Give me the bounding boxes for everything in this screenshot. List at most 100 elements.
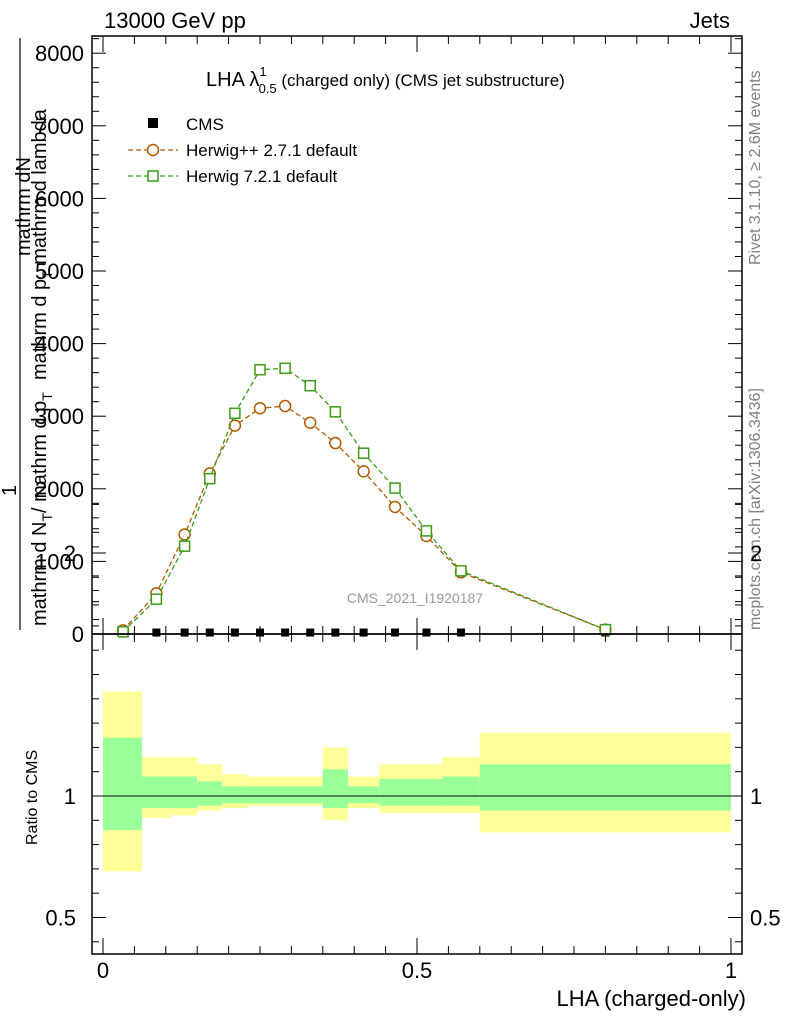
mcplots-label: mcplots.cern.ch [arXiv:1306.3436] <box>747 388 764 630</box>
main-axis-ticks: 0 1000 2000 3000 4000 5000 6000 7000 8000 <box>35 36 742 647</box>
header-left: 13000 GeV pp <box>104 8 246 33</box>
ratio-plot-panel: 0.5 0.5 1 1 2 2 Ratio to CMS <box>24 503 781 955</box>
main-y-tick-label: 0 <box>72 622 84 647</box>
ylabel-denominator: mathrm d NT/ mathrm d pT <box>29 392 55 626</box>
data-point-herwig7 <box>279 362 291 375</box>
main-series-group <box>116 362 612 638</box>
ratio-band-inner <box>103 737 142 831</box>
header-right: Jets <box>690 8 730 33</box>
data-point-herwig7 <box>229 407 241 420</box>
data-point-herwig7 <box>329 406 342 418</box>
data-point-cms <box>306 628 315 637</box>
ratio-y-axis-label: Ratio to CMS <box>24 750 41 845</box>
data-point-herwigpp <box>178 528 191 541</box>
data-point-herwig7 <box>117 626 129 638</box>
watermark: CMS_2021_I1920187 <box>347 590 483 606</box>
x-tick-labels: 0 0.5 1 <box>97 958 737 983</box>
legend-label-herwigpp: Herwig++ 2.7.1 default <box>186 141 357 160</box>
data-point-herwig7 <box>420 525 433 537</box>
ylabel-one: 1 <box>0 485 21 496</box>
x-tick-label: 0.5 <box>402 958 433 983</box>
ylabel-num2-text: mathrm d p <box>29 279 51 380</box>
legend-item-cms: CMS <box>148 115 224 134</box>
x-axis-label: LHA (charged-only) <box>556 986 746 1011</box>
ratio-y-tick-label-left: 2 <box>64 541 76 566</box>
ratio-band-inner <box>322 769 348 809</box>
ratio-band-inner <box>347 786 380 804</box>
x-tick-label: 0 <box>97 958 109 983</box>
data-point-herwig7 <box>304 379 316 392</box>
legend-marker-cms <box>148 118 158 128</box>
plot-title-prefix: LHA λ <box>206 69 259 91</box>
ratio-band-inner <box>197 781 223 806</box>
legend-label-cms: CMS <box>186 115 224 134</box>
ratio-band-inner <box>172 776 198 809</box>
data-point-cms <box>230 628 239 637</box>
data-point-cms <box>152 628 161 637</box>
data-point-herwigpp <box>329 436 342 450</box>
legend-item-herwig7: Herwig 7.2.1 default <box>128 167 337 186</box>
series-line-open-square <box>122 367 606 633</box>
ratio-bands-group <box>103 691 731 872</box>
ratio-band-inner <box>141 776 173 809</box>
data-point-herwigpp <box>228 419 242 432</box>
data-point-herwig7 <box>599 623 612 636</box>
main-y-axis-label: mathrm dN mathrm d pT mathrm d lambda 1 … <box>0 38 55 630</box>
ylabel-den2-sub: T <box>39 392 55 401</box>
plot-title-sub: 0.5 <box>259 81 277 96</box>
ylabel-num2-sub: T <box>39 270 55 279</box>
ylabel-num3-text: mathrm d lambda <box>29 108 51 270</box>
data-point-cms <box>391 628 400 637</box>
data-point-herwigpp <box>388 500 402 514</box>
ratio-y-tick-label-left: 0.5 <box>45 906 76 931</box>
plot-title-suffix: (charged only) (CMS jet substructure) <box>277 71 565 90</box>
ratio-band-inner <box>222 786 248 804</box>
main-y-tick-label: 4000 <box>35 332 84 357</box>
data-point-herwig7 <box>150 593 163 605</box>
legend-marker-herwigpp <box>146 143 160 157</box>
data-point-herwigpp <box>253 401 267 415</box>
data-point-cms <box>422 628 431 637</box>
ratio-y-tick-label-right: 0.5 <box>750 906 781 931</box>
ratio-band-inner <box>379 778 443 806</box>
x-tick-label: 1 <box>725 958 737 983</box>
data-point-cms <box>256 628 264 637</box>
legend-label-herwig7: Herwig 7.2.1 default <box>186 167 337 186</box>
data-point-herwigpp <box>278 399 292 413</box>
data-point-cms <box>456 628 465 637</box>
main-y-tick-label: 8000 <box>35 41 84 66</box>
rivet-label: Rivet 3.1.10, ≥ 2.6M events <box>747 70 764 265</box>
ratio-band-inner <box>247 786 323 804</box>
data-point-herwig7 <box>389 482 401 494</box>
main-y-tick-label: 7000 <box>35 114 84 139</box>
ylabel-den1-text: mathrm d N <box>29 522 51 626</box>
main-y-tick-label: 3000 <box>35 404 84 429</box>
ratio-axis-ticks: 0.5 0.5 1 1 2 2 <box>45 503 781 954</box>
legend: CMS Herwig++ 2.7.1 default Herwig 7.2.1 … <box>128 115 357 186</box>
data-point-herwig7 <box>204 472 216 485</box>
data-point-herwig7 <box>455 565 467 577</box>
plot-title-sup: 1 <box>259 64 266 79</box>
ylabel-den2-text: / mathrm d p <box>29 401 51 513</box>
data-point-herwig7 <box>178 540 191 552</box>
ratio-band-inner <box>442 776 480 806</box>
legend-marker-herwig7 <box>147 170 159 182</box>
main-y-tick-label: 1000 <box>35 549 84 574</box>
data-point-herwigpp <box>303 416 317 429</box>
data-point-herwig7 <box>254 363 266 376</box>
main-y-tick-label: 2000 <box>35 477 84 502</box>
data-point-herwig7 <box>357 447 370 459</box>
ratio-y-tick-label-right: 2 <box>750 541 762 566</box>
data-point-herwigpp <box>357 465 370 478</box>
main-y-tick-label: 5000 <box>35 259 84 284</box>
ratio-y-tick-label-left: 1 <box>64 784 76 809</box>
ylabel-numerator-2: mathrm d pT mathrm d lambda <box>29 108 55 380</box>
data-point-cms <box>281 628 290 637</box>
ratio-plot-frame <box>91 633 743 955</box>
ylabel-numerator-1: mathrm dN <box>13 157 35 256</box>
data-point-cms <box>331 628 340 637</box>
data-point-cms <box>180 628 189 637</box>
data-point-cms <box>359 628 368 637</box>
